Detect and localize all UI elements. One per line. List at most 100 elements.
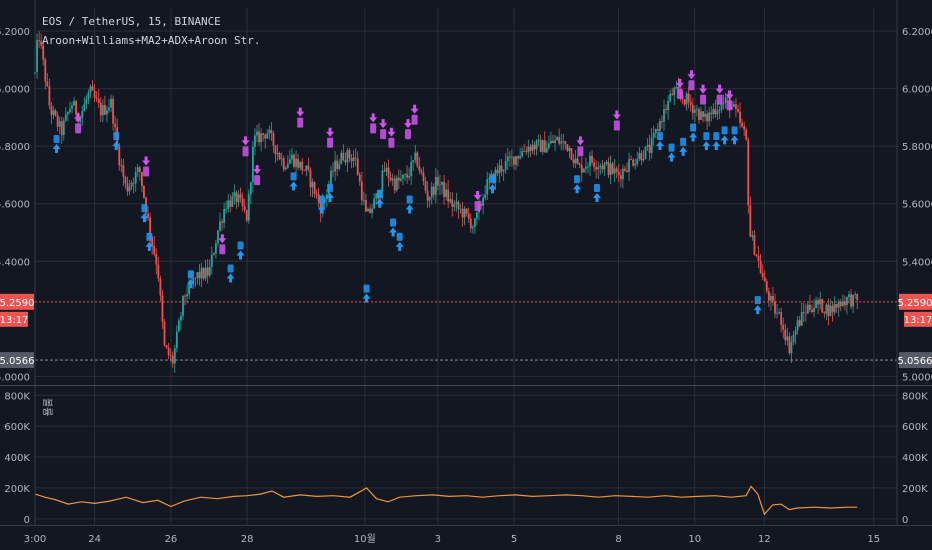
candle-body: [554, 140, 556, 143]
candle-body: [498, 165, 501, 174]
buy-signal-arrow: [326, 192, 335, 202]
candle-body: [243, 206, 246, 211]
candle-body: [695, 109, 698, 111]
candle-body: [391, 178, 394, 181]
candle-body: [500, 165, 503, 172]
candle-body: [348, 150, 351, 159]
price-tick-label-right: 5.8000: [902, 142, 932, 153]
candle-body: [336, 160, 339, 170]
candle-body: [644, 146, 647, 159]
candle-body: [303, 170, 306, 172]
candle-body: [529, 146, 532, 151]
candle-body: [173, 348, 176, 364]
volume-tick-label-left: 600K: [4, 422, 30, 433]
price-tick-label-right: 5.6000: [902, 200, 932, 211]
candle-body: [813, 308, 815, 313]
buy-signal-cluster: [656, 132, 663, 141]
candle-body: [42, 45, 45, 60]
candle-body: [208, 266, 211, 276]
candle-body: [75, 101, 78, 115]
candle-body: [687, 93, 690, 103]
candle-body: [798, 320, 801, 326]
candle-body: [745, 129, 748, 140]
current-price-label-left: 5.2590: [0, 298, 35, 309]
candle-body: [299, 161, 302, 168]
candle-body: [821, 299, 824, 313]
candle-body: [315, 194, 318, 195]
candle-body: [469, 218, 472, 229]
buy-signal-arrow: [573, 184, 582, 194]
candle-body: [38, 40, 41, 42]
buy-signal-cluster: [489, 175, 496, 184]
candle-body: [732, 104, 735, 107]
candle-body: [297, 158, 300, 168]
candle-body: [628, 159, 630, 172]
buy-signal-cluster: [376, 189, 383, 198]
candle-body: [722, 102, 725, 104]
time-tick-label: 24: [88, 534, 101, 545]
candle-body: [206, 267, 209, 276]
candle-body: [231, 196, 234, 207]
sell-signal-cluster: [716, 94, 723, 105]
candle-body: [186, 294, 189, 297]
candle-body: [270, 129, 273, 134]
candle-body: [251, 146, 254, 183]
price-tick-label-left: 5.6000: [0, 200, 30, 211]
candle-body: [737, 109, 739, 112]
buy-signal-cluster: [146, 232, 153, 241]
candle-body: [418, 166, 421, 171]
buy-signal-arrow: [720, 135, 729, 145]
candle-body: [615, 168, 618, 172]
candle-body: [143, 185, 145, 198]
candle-body: [504, 160, 507, 170]
candle-body: [632, 159, 635, 166]
candle-body: [599, 165, 602, 168]
candle-body: [99, 102, 102, 116]
candle-body: [743, 126, 746, 130]
candle-body: [126, 183, 129, 192]
candle-body: [447, 189, 450, 202]
buy-signal-arrow: [753, 305, 762, 315]
candle-body: [194, 277, 197, 279]
candle-body: [638, 153, 641, 160]
candle-body: [547, 143, 550, 149]
buy-signal-cluster: [713, 132, 720, 141]
candle-body: [229, 200, 232, 207]
candle-body: [369, 208, 371, 213]
buy-signal-arrow: [702, 141, 711, 151]
candle-body: [661, 121, 663, 122]
countdown-label-left: 13:17: [0, 315, 28, 326]
candle-body: [284, 167, 287, 170]
candle-body: [724, 97, 727, 103]
volume-tick-label-right: 400K: [902, 453, 928, 464]
time-tick-label: 3:00: [24, 534, 46, 545]
candle-body: [430, 186, 433, 198]
candle-body: [506, 156, 509, 161]
candle-body: [106, 110, 108, 115]
volume-tick-label-left: 800K: [4, 391, 30, 402]
candle-body: [239, 194, 242, 198]
candle-body: [716, 111, 719, 115]
candle-body: [93, 90, 96, 98]
candle-body: [597, 167, 600, 170]
sell-signal-arrow: [387, 127, 396, 137]
candle-body: [432, 186, 435, 195]
candle-body: [848, 294, 850, 298]
candle-body: [800, 312, 803, 326]
sell-signal-cluster: [327, 137, 334, 148]
candle-body: [702, 111, 704, 117]
sell-signal-arrow: [699, 84, 708, 94]
sell-signal-cluster: [297, 117, 304, 128]
time-tick-label: 12: [758, 534, 771, 545]
candle-body: [630, 159, 633, 161]
candle-body: [313, 182, 316, 195]
candle-body: [140, 171, 143, 186]
candle-body: [54, 110, 57, 116]
candle-body: [776, 312, 778, 314]
buy-signal-cluster: [327, 183, 334, 192]
candle-body: [541, 140, 544, 152]
candle-body: [811, 309, 813, 313]
candle-body: [788, 336, 791, 354]
buy-signal-cluster: [593, 183, 600, 192]
